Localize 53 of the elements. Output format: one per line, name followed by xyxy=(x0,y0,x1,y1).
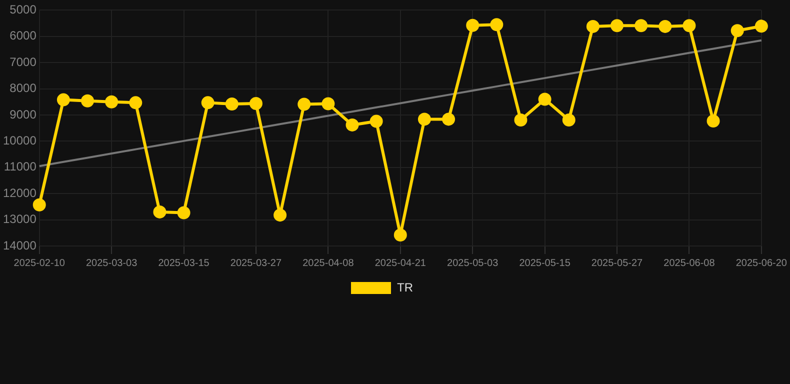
point xyxy=(658,20,672,33)
x-tick-label: 2025-04-21 xyxy=(374,258,426,269)
y-tick-label: 6000 xyxy=(10,28,37,43)
point xyxy=(32,198,46,212)
point xyxy=(562,113,576,126)
point xyxy=(56,93,70,106)
point xyxy=(201,96,214,110)
point xyxy=(225,97,238,110)
point xyxy=(81,94,94,108)
point xyxy=(274,208,287,222)
point xyxy=(466,18,480,32)
x-tick-label: 2025-05-27 xyxy=(591,258,644,269)
point xyxy=(634,19,648,32)
point xyxy=(754,20,768,33)
x-tick-label: 2025-06-20 xyxy=(736,258,788,269)
x-tick-label: 2025-04-08 xyxy=(302,258,354,269)
y-tick-label: 13000 xyxy=(2,212,37,226)
point xyxy=(514,113,528,126)
point xyxy=(370,114,383,128)
y-tick-label: 11000 xyxy=(4,160,37,174)
point xyxy=(322,97,335,110)
x-tick-label: 2025-02-10 xyxy=(14,258,66,269)
x-tick-label: 2025-06-08 xyxy=(664,258,716,269)
x-tick-label: 2025-05-15 xyxy=(519,258,571,269)
point xyxy=(442,112,456,126)
y-tick-label: 10000 xyxy=(2,134,37,148)
point xyxy=(105,95,118,108)
y-tick-label: 7000 xyxy=(10,54,37,69)
point xyxy=(249,96,262,110)
point xyxy=(346,118,359,132)
y-tick-label: 8000 xyxy=(10,81,37,96)
y-tick-label: 14000 xyxy=(2,238,37,252)
point xyxy=(538,92,552,106)
legend-label: TR xyxy=(397,280,414,294)
point xyxy=(730,24,744,38)
point xyxy=(153,205,166,218)
x-tick-label: 2025-05-03 xyxy=(447,258,499,269)
point xyxy=(298,98,311,111)
y-tick-label: 12000 xyxy=(2,186,37,200)
point xyxy=(586,20,600,33)
y-tick-label: 5000 xyxy=(10,2,37,17)
point xyxy=(706,114,720,128)
point xyxy=(610,19,624,32)
point xyxy=(682,19,696,32)
y-tick-label: 9000 xyxy=(10,107,37,122)
point xyxy=(418,112,431,126)
point xyxy=(394,228,407,242)
point xyxy=(177,206,190,220)
point xyxy=(129,96,142,110)
x-tick-label: 2025-03-27 xyxy=(230,258,282,269)
x-tick-label: 2025-03-03 xyxy=(86,258,138,269)
point xyxy=(490,18,504,32)
x-tick-label: 2025-03-15 xyxy=(158,258,210,269)
